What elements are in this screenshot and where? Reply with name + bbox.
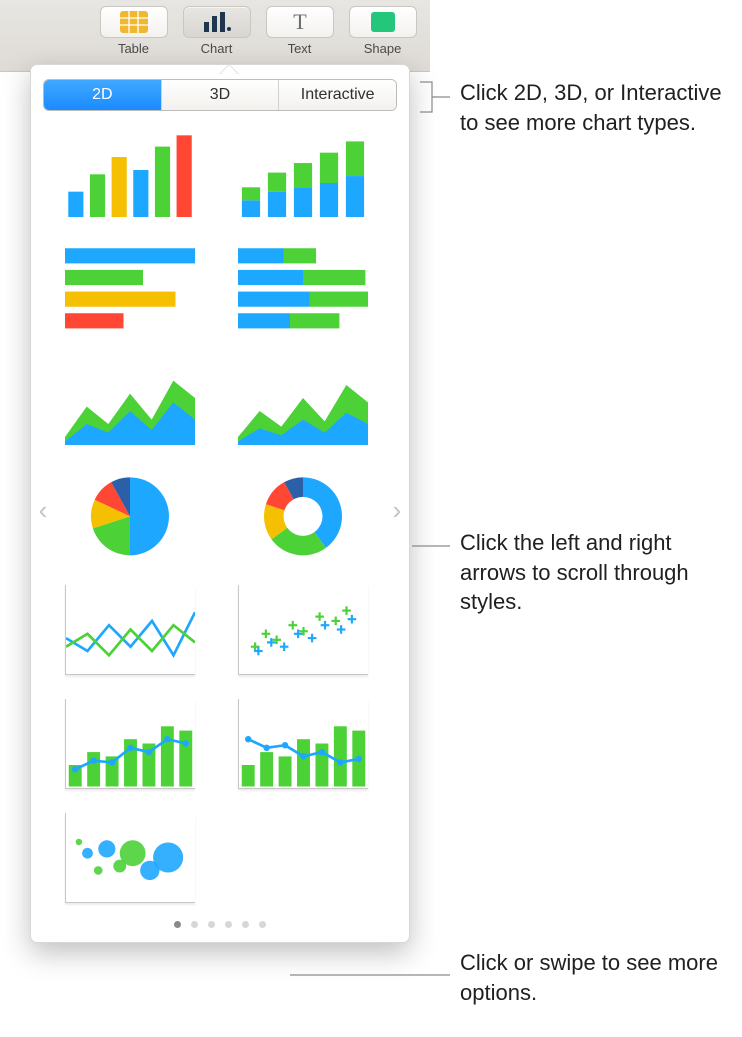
- pager-dot[interactable]: [242, 921, 249, 928]
- tabs-callout: Click 2D, 3D, or Interactive to see more…: [460, 78, 730, 137]
- toolbar-label: Table: [118, 41, 149, 56]
- chart-thumbnail-scatter-chart[interactable]: [238, 585, 368, 675]
- pager-dot[interactable]: [208, 921, 215, 928]
- chart-thumbnail-donut-chart[interactable]: [238, 471, 368, 561]
- chart-popover: 2D 3D Interactive ‹ ›: [30, 64, 410, 943]
- toolbar-button-table[interactable]: Table: [96, 6, 171, 56]
- chart-thumbnail-bubble-chart[interactable]: [65, 813, 195, 903]
- chart-thumbnail-stacked-bar-chart[interactable]: [238, 129, 368, 219]
- tab-3d[interactable]: 3D: [161, 80, 279, 110]
- chart-thumbnail-line-chart[interactable]: [65, 585, 195, 675]
- toolbar-button-text[interactable]: T Text: [262, 6, 337, 56]
- chart-thumbnail-pie-chart[interactable]: [65, 471, 195, 561]
- chart-thumbnail-stacked-horizontal-bar-chart[interactable]: [238, 243, 368, 333]
- pager-dot[interactable]: [174, 921, 181, 928]
- toolbar-button-chart[interactable]: Chart: [179, 6, 254, 56]
- arrows-callout: Click the left and right arrows to scrol…: [460, 528, 740, 617]
- toolbar-button-shape[interactable]: Shape: [345, 6, 420, 56]
- tab-interactive[interactable]: Interactive: [278, 80, 396, 110]
- toolbar-label: Shape: [364, 41, 402, 56]
- prev-style-arrow[interactable]: ‹: [33, 495, 53, 526]
- shape-icon: [349, 6, 417, 38]
- chart-thumbnail-stacked-area-chart[interactable]: [238, 357, 368, 447]
- text-icon: T: [266, 6, 334, 38]
- chart-thumbnail-area-chart[interactable]: [65, 357, 195, 447]
- toolbar: Table Chart T Text Shape: [0, 0, 430, 72]
- chart-thumbnail-bar-chart[interactable]: [65, 129, 195, 219]
- toolbar-label: Text: [288, 41, 312, 56]
- pager-callout: Click or swipe to see more options.: [460, 948, 730, 1007]
- chart-thumbnail-combo-chart[interactable]: [65, 699, 195, 789]
- next-style-arrow[interactable]: ›: [387, 495, 407, 526]
- chart-dimension-tabs: 2D 3D Interactive: [43, 79, 397, 111]
- chart-icon: [183, 6, 251, 38]
- chart-thumbnails-grid: [43, 129, 397, 903]
- pager-dot[interactable]: [225, 921, 232, 928]
- pager-dots[interactable]: [43, 921, 397, 928]
- chart-thumbnail-combo-chart-2[interactable]: [238, 699, 368, 789]
- table-icon: [100, 6, 168, 38]
- pager-dot[interactable]: [259, 921, 266, 928]
- pager-dot[interactable]: [191, 921, 198, 928]
- toolbar-label: Chart: [201, 41, 233, 56]
- svg-text:T: T: [293, 11, 307, 33]
- chart-thumbnail-horizontal-bar-chart[interactable]: [65, 243, 195, 333]
- tab-2d[interactable]: 2D: [44, 80, 161, 110]
